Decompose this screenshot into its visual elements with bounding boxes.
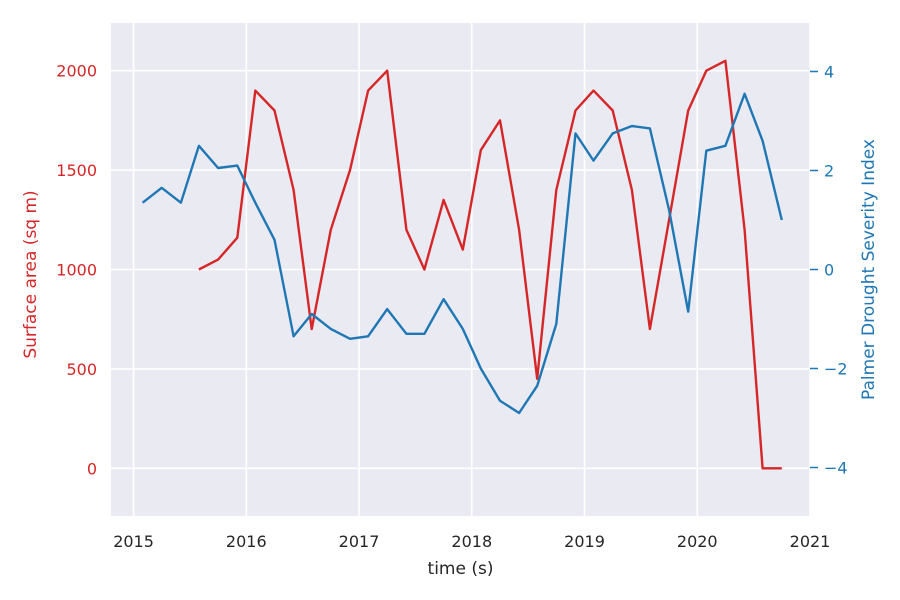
x-tick-label: 2020 [677,532,718,551]
y-left-tick-label: 0 [87,459,97,478]
x-tick-label: 2016 [226,532,267,551]
y-right-tick-label: −4 [824,458,848,477]
y-axis-left-label: Surface area (sq m) [21,190,41,358]
y-right-tick-label: −2 [824,359,848,378]
left-axis-series-line [198,59,782,470]
y-left-tick-label: 500 [66,360,97,379]
right-axis-series-line [141,92,783,415]
axis-ticks: 2015 2016 2017 2018 2019 2020 2021 0 500 1000 1500… [56,62,847,551]
series-layer [141,59,783,470]
x-tick-label: 2017 [339,532,380,551]
x-axis-label: time (s) [428,559,494,579]
x-tick-label: 2018 [451,532,492,551]
x-tick-label: 2021 [790,532,831,551]
y-axis-right-label: Palmer Drought Severity Index [859,139,879,400]
y-right-tick-label: 2 [824,162,834,181]
y-left-tick-label: 1000 [56,261,97,280]
y-right-tick-label: 0 [824,261,834,280]
y-left-tick-label: 1500 [56,161,97,180]
y-left-tick-label: 2000 [56,62,97,81]
y-right-tick-label: 4 [824,63,834,82]
x-tick-label: 2019 [564,532,605,551]
x-tick-label: 2015 [113,532,154,551]
